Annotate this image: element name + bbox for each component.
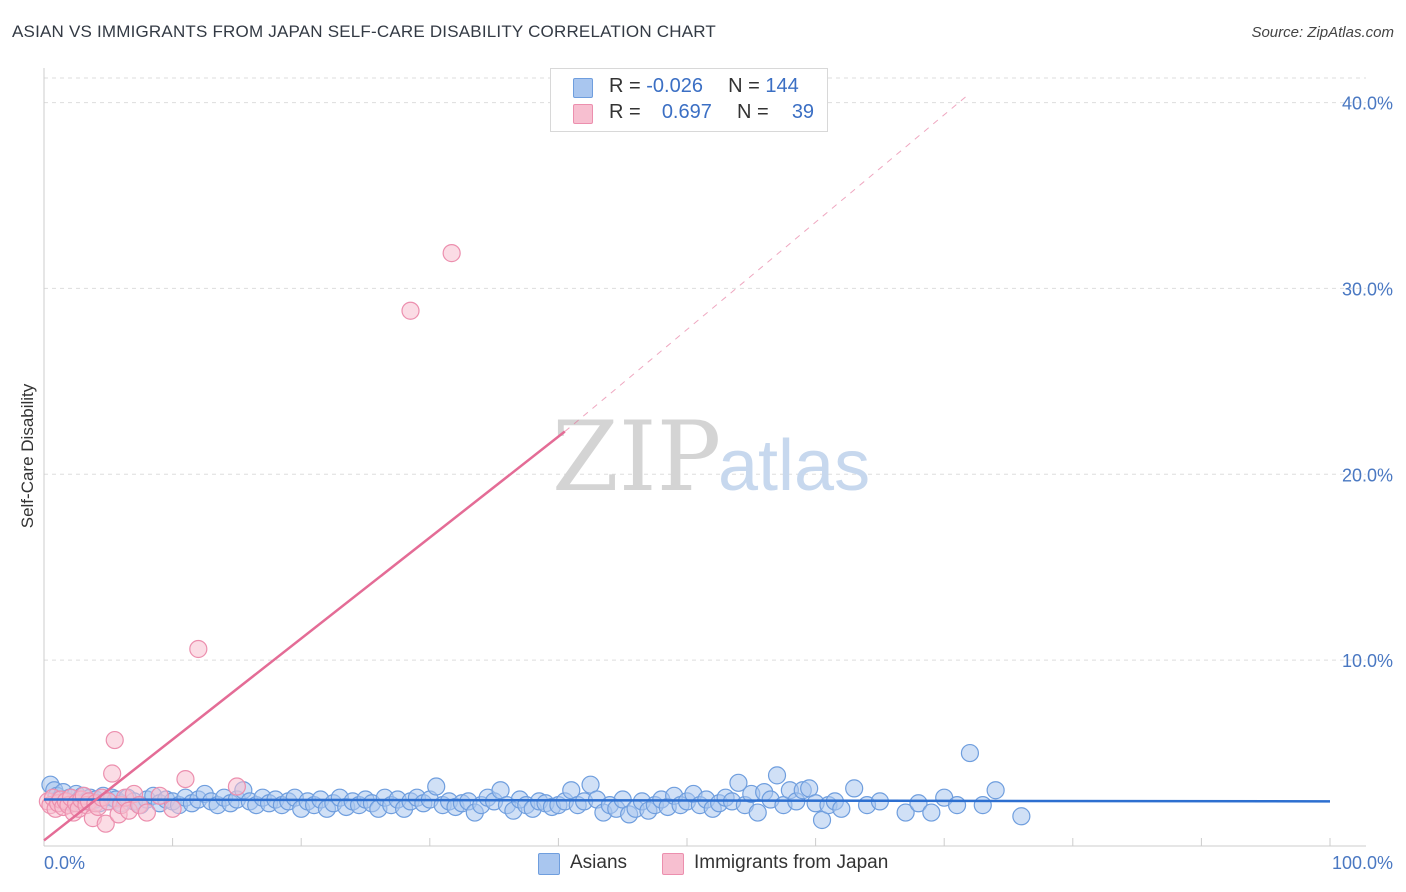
asian-point: [1012, 807, 1031, 826]
n-value-asians: 144: [765, 75, 799, 97]
series-legend: Asians Immigrants from Japan: [0, 852, 1406, 878]
asian-point: [947, 796, 967, 815]
asian-point: [832, 799, 851, 818]
japan-swatch: [662, 853, 684, 875]
asian-point: [748, 803, 767, 822]
japan-point: [105, 730, 124, 750]
japan-point: [176, 769, 195, 789]
asian-point: [729, 773, 748, 792]
japan-point: [189, 639, 208, 659]
asian-point: [909, 794, 928, 813]
japan-point: [442, 244, 461, 263]
japan-point: [150, 786, 169, 805]
y-tick-label: 40.0%: [1342, 94, 1393, 114]
trend-lines: [43, 92, 1331, 842]
y-tick-label: 10.0%: [1342, 651, 1393, 671]
r-label: R =: [609, 101, 641, 123]
r-value-japan: 0.697: [661, 101, 712, 123]
y-axis-label: Self-Care Disability: [18, 383, 37, 528]
japan-points: [38, 244, 461, 833]
chart-title: ASIAN VS IMMIGRANTS FROM JAPAN SELF-CARE…: [12, 22, 716, 41]
n-label: N =: [737, 101, 769, 123]
y-tick-labels: 10.0% 20.0% 30.0% 40.0%: [1342, 94, 1393, 672]
japan-swatch: [573, 104, 593, 124]
japan-trend-extension: [564, 92, 971, 432]
watermark-zip: ZIP: [552, 401, 721, 513]
x-tick-label-min: 0.0%: [44, 853, 85, 873]
n-label: N =: [728, 75, 760, 97]
x-tick-label-max: 100.0%: [1332, 853, 1393, 873]
source-credit: Source: ZipAtlas.com: [1251, 24, 1394, 41]
japan-point: [103, 764, 122, 783]
asian-swatch: [538, 853, 560, 875]
japan-point: [163, 799, 182, 818]
asian-point: [896, 803, 915, 822]
asian-trend-line: [43, 798, 1331, 803]
watermark-atlas: atlas: [718, 426, 870, 506]
asian-point: [973, 796, 992, 815]
grid-lines: [44, 77, 1366, 661]
japan-point: [137, 803, 156, 822]
x-tick-marks: [43, 838, 1331, 846]
japan-point: [227, 777, 246, 796]
legend-label-asians: Asians: [570, 852, 628, 873]
asian-swatch: [573, 78, 593, 98]
n-value-japan: 39: [791, 101, 815, 123]
asian-point: [427, 777, 446, 796]
legend-label-japan: Immigrants from Japan: [694, 852, 889, 873]
asian-point: [986, 781, 1005, 800]
japan-point: [96, 814, 115, 833]
r-label: R =: [609, 75, 641, 97]
asian-point: [960, 743, 980, 763]
japan-trend-line: [43, 430, 566, 842]
y-tick-label: 20.0%: [1342, 465, 1393, 485]
correlation-legend: R = -0.026 N = 144 R = 0.697 N = 39: [550, 68, 828, 132]
r-value-asians: -0.026: [646, 75, 703, 97]
asian-point: [767, 766, 787, 785]
asian-point: [922, 803, 941, 822]
y-tick-label: 30.0%: [1342, 279, 1393, 299]
japan-point: [401, 301, 420, 320]
asian-point: [845, 779, 864, 798]
